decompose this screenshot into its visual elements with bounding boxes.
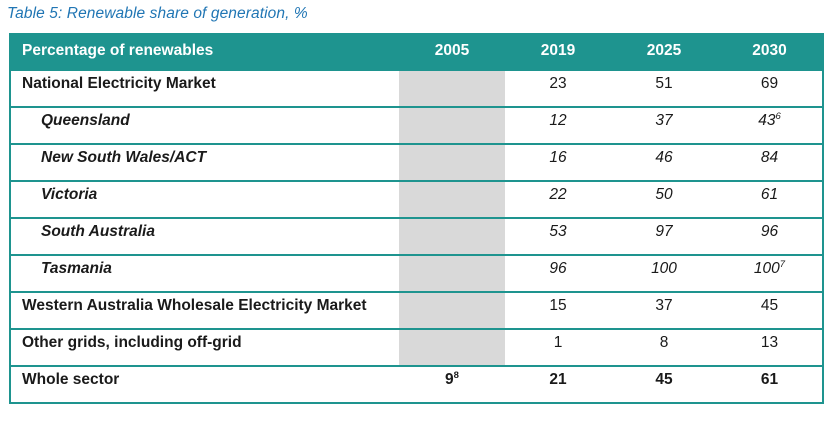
cell-value: 100	[753, 260, 780, 277]
footnote-superscript: 8	[453, 369, 459, 381]
row-south-australia: South Australia 53 97 96	[10, 217, 823, 255]
cell-2019: 12	[505, 106, 611, 144]
row-tasmania: Tasmania 96 100 1007	[10, 254, 823, 292]
header-2030: 2030	[717, 34, 823, 70]
row-label: Tasmania	[10, 254, 399, 292]
cell-2025: 37	[611, 106, 717, 144]
row-label: Other grids, including off-grid	[10, 328, 399, 366]
row-label: Western Australia Wholesale Electricity …	[10, 291, 399, 329]
row-other-grids: Other grids, including off-grid 1 8 13	[10, 328, 823, 366]
cell-2019: 22	[505, 180, 611, 218]
cell-2005-shaded	[399, 69, 505, 107]
cell-2025: 8	[611, 328, 717, 366]
row-label: Victoria	[10, 180, 399, 218]
row-whole-sector: Whole sector 98 21 45 61	[10, 365, 823, 403]
header-row: Percentage of renewables 2005 2019 2025 …	[10, 34, 823, 70]
row-label: Whole sector	[10, 365, 399, 403]
cell-2025: 37	[611, 291, 717, 329]
cell-2005-shaded	[399, 217, 505, 255]
cell-2025: 50	[611, 180, 717, 218]
cell-value: 9	[445, 371, 454, 388]
cell-2030: 96	[717, 217, 823, 255]
row-label: New South Wales/ACT	[10, 143, 399, 181]
cell-2019: 96	[505, 254, 611, 292]
cell-2030: 84	[717, 143, 823, 181]
cell-2025: 45	[611, 365, 717, 403]
row-label: National Electricity Market	[10, 69, 399, 107]
cell-2005-shaded	[399, 328, 505, 366]
cell-2019: 15	[505, 291, 611, 329]
cell-2025: 97	[611, 217, 717, 255]
row-label: South Australia	[10, 217, 399, 255]
footnote-superscript: 6	[775, 110, 781, 122]
cell-2005-shaded	[399, 254, 505, 292]
renewable-share-table: Percentage of renewables 2005 2019 2025 …	[9, 33, 824, 404]
cell-2030: 1007	[717, 254, 823, 292]
cell-2005-shaded	[399, 180, 505, 218]
document-page: Table 5: Renewable share of generation, …	[0, 5, 838, 441]
cell-2030: 13	[717, 328, 823, 366]
cell-2019: 21	[505, 365, 611, 403]
table-body: National Electricity Market 23 51 69 Que…	[10, 69, 823, 403]
table-header: Percentage of renewables 2005 2019 2025 …	[10, 34, 823, 70]
cell-2030: 436	[717, 106, 823, 144]
cell-2030: 45	[717, 291, 823, 329]
cell-2005-shaded	[399, 106, 505, 144]
cell-2005-shaded	[399, 291, 505, 329]
cell-2030: 69	[717, 69, 823, 107]
cell-value: 43	[758, 112, 776, 129]
header-2025: 2025	[611, 34, 717, 70]
row-queensland: Queensland 12 37 436	[10, 106, 823, 144]
cell-2005: 98	[399, 365, 505, 403]
header-2019: 2019	[505, 34, 611, 70]
row-new-south-wales-act: New South Wales/ACT 16 46 84	[10, 143, 823, 181]
header-2005: 2005	[399, 34, 505, 70]
row-victoria: Victoria 22 50 61	[10, 180, 823, 218]
row-western-australia-wholesale-electricity-market: Western Australia Wholesale Electricity …	[10, 291, 823, 329]
cell-2025: 46	[611, 143, 717, 181]
cell-2025: 51	[611, 69, 717, 107]
cell-2030: 61	[717, 180, 823, 218]
header-percentage-of-renewables: Percentage of renewables	[10, 34, 399, 70]
row-label: Queensland	[10, 106, 399, 144]
cell-2019: 1	[505, 328, 611, 366]
cell-2030: 61	[717, 365, 823, 403]
cell-2019: 16	[505, 143, 611, 181]
row-national-electricity-market: National Electricity Market 23 51 69	[10, 69, 823, 107]
footnote-superscript: 7	[779, 258, 786, 270]
table-caption: Table 5: Renewable share of generation, …	[7, 5, 308, 22]
cell-2019: 23	[505, 69, 611, 107]
cell-2025: 100	[611, 254, 717, 292]
cell-2005-shaded	[399, 143, 505, 181]
cell-2019: 53	[505, 217, 611, 255]
